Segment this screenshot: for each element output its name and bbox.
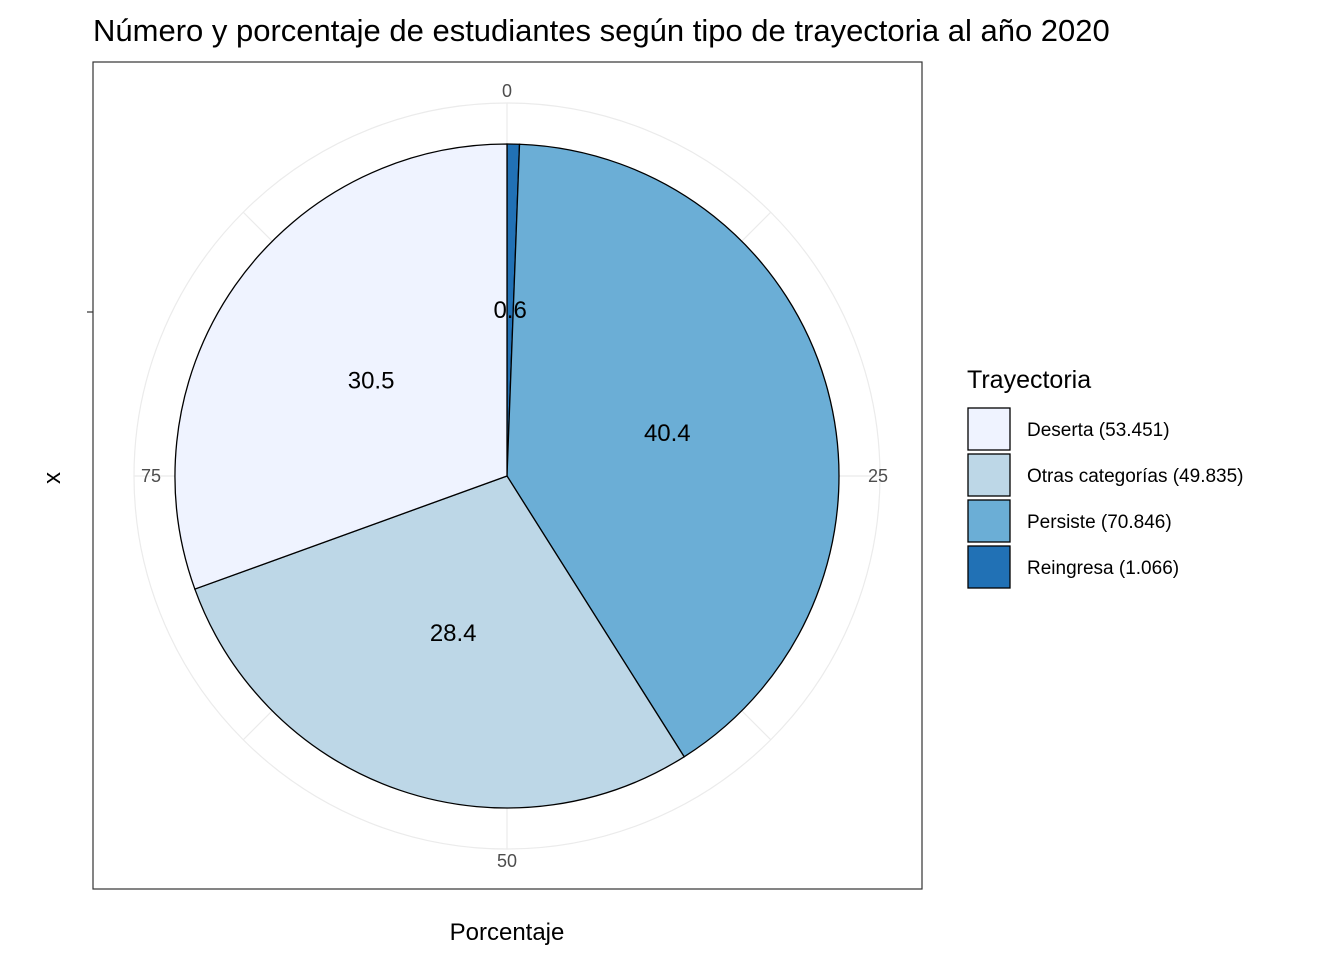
legend-label: Reingresa (1.066) bbox=[1027, 558, 1179, 579]
slice-value-label: 40.4 bbox=[644, 420, 691, 447]
angular-tick-label: 25 bbox=[868, 466, 888, 486]
legend-label: Otras categorías (49.835) bbox=[1027, 466, 1244, 487]
x-axis-title: Porcentaje bbox=[450, 919, 565, 946]
slice-value-label: 0.6 bbox=[493, 297, 526, 324]
angular-tick-label: 75 bbox=[141, 466, 161, 486]
slice-value-label: 28.4 bbox=[430, 620, 477, 647]
angular-tick-label: 0 bbox=[502, 81, 512, 101]
y-axis-title: x bbox=[39, 472, 66, 484]
legend-swatch bbox=[967, 499, 1011, 543]
legend-swatch bbox=[967, 407, 1011, 451]
pie-slice-persiste bbox=[506, 143, 840, 758]
legend-label: Persiste (70.846) bbox=[1027, 512, 1172, 533]
legend-title: Trayectoria bbox=[967, 366, 1091, 394]
slice-value-label: 30.5 bbox=[348, 368, 395, 395]
angular-tick-label: 50 bbox=[497, 851, 517, 871]
legend: Deserta (53.451) Otras categorías (49.835… bbox=[967, 407, 1244, 589]
slice-labels: 0.6 40.4 28.4 30.5 bbox=[348, 297, 691, 647]
pie-slice-deserta bbox=[174, 143, 508, 590]
legend-swatch bbox=[967, 545, 1011, 589]
chart-title: Número y porcentaje de estudiantes según… bbox=[93, 13, 1110, 48]
angular-ticks: 0 25 50 75 bbox=[141, 81, 888, 871]
legend-label: Deserta (53.451) bbox=[1027, 420, 1170, 441]
legend-swatch bbox=[967, 453, 1011, 497]
pie-slice-otras-categorías bbox=[194, 475, 686, 809]
pie-slices bbox=[174, 143, 840, 809]
